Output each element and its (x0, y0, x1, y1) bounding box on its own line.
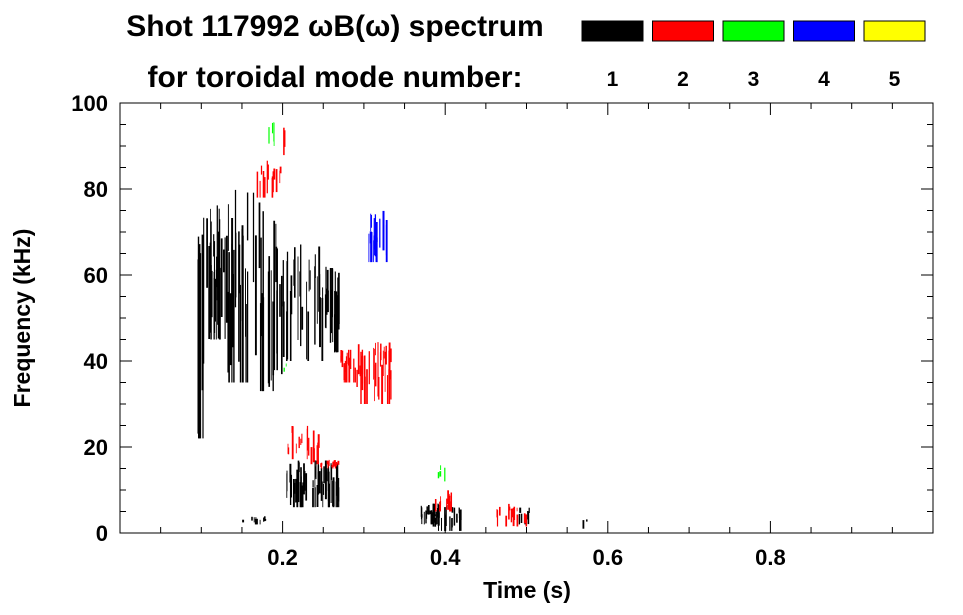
x-tick-label: 0.2 (267, 545, 298, 570)
chart-title-line2: for toroidal mode number: (148, 61, 523, 94)
y-tick-label: 20 (84, 435, 108, 460)
y-axis-label: Frequency (kHz) (9, 229, 35, 408)
legend-label-1: 1 (607, 68, 619, 91)
legend-label-4: 4 (818, 68, 830, 91)
axes: 0.2 0.4 0.6 0.8 0 20 40 60 80 100 (71, 91, 933, 570)
x-tick-label: 0.8 (755, 545, 786, 570)
plot-data (197, 122, 588, 531)
legend-swatch-3 (722, 20, 785, 42)
y-tick-label: 80 (84, 177, 108, 202)
legend-swatch-4 (793, 20, 855, 42)
y-tick-label: 60 (84, 263, 108, 288)
x-tick-label: 0.6 (593, 545, 624, 570)
legend-label-5: 5 (889, 68, 901, 91)
chart-title-line1: Shot 117992 ωB(ω) spectrum (126, 10, 543, 43)
x-tick-label: 0.4 (430, 545, 461, 570)
x-axis-label: Time (s) (483, 577, 571, 603)
legend-label-3: 3 (748, 68, 760, 91)
y-tick-label: 40 (84, 349, 108, 374)
series-4-traces (368, 210, 388, 263)
y-tick-label: 0 (96, 521, 108, 546)
series-2-traces (256, 127, 528, 527)
legend: 1 2 3 4 5 (581, 20, 926, 91)
legend-label-2: 2 (677, 68, 689, 91)
legend-swatch-1 (581, 20, 644, 42)
legend-swatch-5 (863, 20, 926, 42)
y-tick-label: 100 (71, 91, 108, 116)
legend-swatch-2 (652, 20, 714, 42)
series-3-traces (268, 122, 446, 482)
series-1-traces (197, 189, 588, 531)
